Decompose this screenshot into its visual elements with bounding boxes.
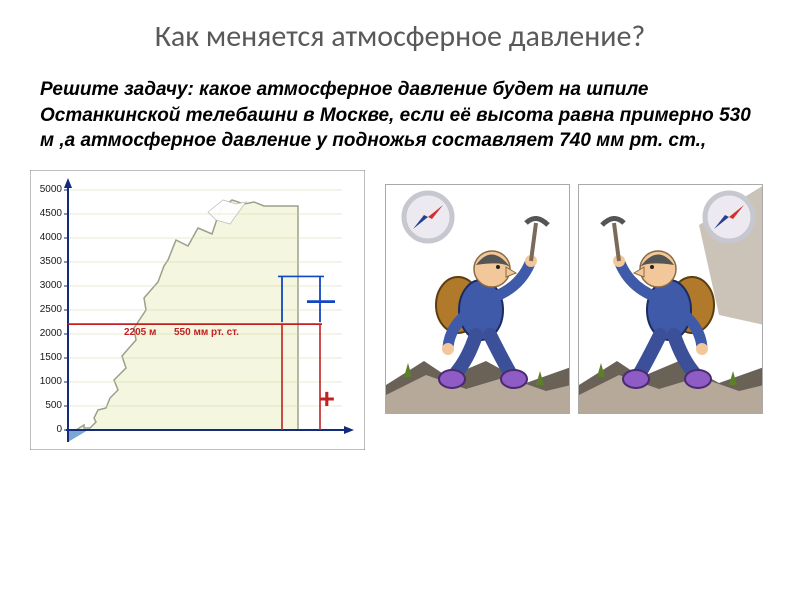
climber-right-svg bbox=[579, 185, 763, 414]
sign-plus: + bbox=[319, 383, 335, 415]
reference-pressure-label: 550 мм рт. ст. bbox=[174, 327, 239, 338]
ytick-label: 3500 bbox=[34, 256, 62, 267]
climber-panels bbox=[385, 184, 770, 414]
ytick-label: 4000 bbox=[34, 232, 62, 243]
sign-minus: — bbox=[307, 284, 335, 316]
altitude-chart: h (м) 10,5 метров = 1 мм рт. ст. + — 220… bbox=[30, 170, 365, 450]
ytick-label: 4500 bbox=[34, 208, 62, 219]
page-title: Как меняется атмосферное давление? bbox=[30, 18, 770, 55]
ytick-label: 1000 bbox=[34, 376, 62, 387]
ytick-label: 0 bbox=[34, 424, 62, 435]
ytick-label: 5000 bbox=[34, 184, 62, 195]
climber-left-svg bbox=[386, 185, 570, 414]
content-row: h (м) 10,5 метров = 1 мм рт. ст. + — 220… bbox=[30, 170, 770, 450]
ytick-label: 1500 bbox=[34, 352, 62, 363]
ytick-label: 2500 bbox=[34, 304, 62, 315]
climber-panel-right bbox=[578, 184, 763, 414]
task-text: Решите задачу: какое атмосферное давлени… bbox=[30, 77, 770, 154]
ytick-label: 3000 bbox=[34, 280, 62, 291]
climber-panel-left bbox=[385, 184, 570, 414]
ytick-label: 500 bbox=[34, 400, 62, 411]
reference-height-label: 2205 м bbox=[124, 327, 156, 338]
ytick-label: 2000 bbox=[34, 328, 62, 339]
task-lead: Решите задачу: bbox=[40, 79, 194, 100]
